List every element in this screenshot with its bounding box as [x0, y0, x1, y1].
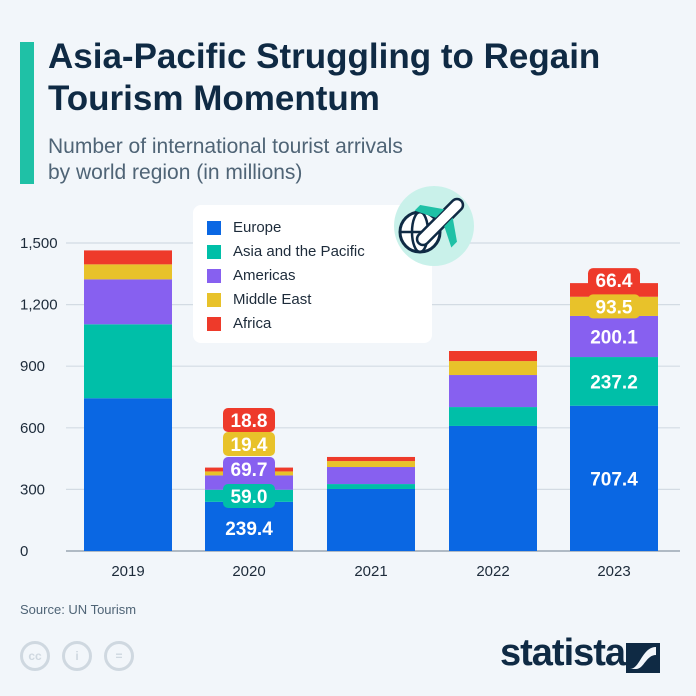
legend-swatch — [207, 316, 221, 331]
bar-segment-asia-and-the-pacific-2023 — [570, 357, 658, 406]
data-label: 200.1 — [590, 327, 638, 348]
bar-segment-middle-east-2022 — [449, 361, 537, 376]
legend-label: Europe — [233, 219, 282, 236]
x-tick-label: 2020 — [232, 563, 265, 580]
data-label: 66.4 — [596, 271, 633, 292]
legend: Europe Asia and the Pacific Americas Middle… — [193, 205, 432, 343]
legend-label: Asia and the Pacific — [233, 243, 365, 260]
bar-segment-americas-2019 — [84, 279, 172, 325]
subtitle-line-1: Number of international tourist arrivals — [48, 135, 403, 158]
source-note: Source: UN Tourism — [20, 602, 137, 617]
data-label: 93.5 — [596, 297, 633, 318]
no-derivatives-icon[interactable]: = — [104, 641, 134, 671]
data-label: 239.4 — [225, 519, 273, 540]
legend-item: Asia and the Pacific — [207, 243, 365, 260]
legend-label: Africa — [233, 315, 272, 332]
bar-segment-europe-2021 — [327, 488, 415, 551]
cc-icon[interactable]: cc — [20, 641, 50, 671]
bar-segment-americas-2023 — [570, 315, 658, 358]
x-tick-label: 2023 — [597, 563, 630, 580]
y-tick-label: 900 — [20, 358, 45, 375]
legend-item: Middle East — [207, 291, 311, 308]
bar-segment-asia-and-the-pacific-2021 — [327, 484, 415, 489]
data-label: 19.4 — [231, 435, 268, 456]
legend-swatch — [207, 268, 221, 283]
bar-segment-africa-2019 — [84, 250, 172, 265]
bar-segment-middle-east-2021 — [327, 461, 415, 468]
legend-item: Europe — [207, 219, 281, 236]
data-label-badge — [588, 294, 640, 319]
bar-segment-europe-2023 — [570, 405, 658, 551]
subtitle-line-2: by world region (in millions) — [48, 161, 303, 184]
y-tick-label: 1,200 — [20, 297, 58, 314]
data-label-badge — [223, 484, 275, 508]
legend-swatch — [207, 220, 221, 235]
data-label-badge — [223, 432, 275, 456]
y-tick-label: 600 — [20, 420, 45, 437]
legend-swatch — [207, 292, 221, 307]
legend-label: Americas — [233, 267, 296, 284]
data-label-badge — [588, 268, 640, 293]
data-label: 59.0 — [231, 487, 268, 508]
bar-segment-europe-2020 — [205, 501, 293, 551]
bar-segment-africa-2021 — [327, 456, 415, 462]
bar-segment-europe-2019 — [84, 398, 172, 551]
data-label: 237.2 — [590, 372, 638, 393]
title-accent-bar — [20, 42, 34, 184]
legend-swatch — [207, 244, 221, 259]
bar-segment-asia-and-the-pacific-2022 — [449, 407, 537, 426]
data-label-badge — [223, 408, 275, 432]
subtitle: Number of international tourist arrivals… — [48, 134, 403, 186]
page-title: Asia-Pacific Struggling to Regain Touris… — [48, 37, 601, 118]
data-label: 69.7 — [231, 460, 268, 481]
data-label-badge — [223, 457, 275, 481]
legend-item: Africa — [207, 315, 271, 332]
bar-segment-europe-2022 — [449, 425, 537, 551]
bar-segment-middle-east-2019 — [84, 264, 172, 280]
data-label: 707.4 — [590, 469, 638, 490]
y-tick-label: 0 — [20, 543, 28, 560]
legend-label: Middle East — [233, 291, 312, 308]
bar-segment-americas-2021 — [327, 467, 415, 485]
x-tick-label: 2019 — [111, 563, 144, 580]
x-tick-label: 2021 — [354, 563, 387, 580]
x-tick-label: 2022 — [476, 563, 509, 580]
y-tick-label: 1,500 — [20, 235, 58, 252]
data-label: 18.8 — [231, 411, 268, 432]
legend-item: Americas — [207, 267, 296, 284]
y-tick-label: 300 — [20, 481, 45, 498]
bar-segment-africa-2022 — [449, 351, 537, 362]
attribution-icon[interactable]: i — [62, 641, 92, 671]
bar-segment-asia-and-the-pacific-2019 — [84, 324, 172, 399]
statista-logo[interactable]: statista — [500, 632, 626, 674]
bar-segment-americas-2022 — [449, 375, 537, 408]
